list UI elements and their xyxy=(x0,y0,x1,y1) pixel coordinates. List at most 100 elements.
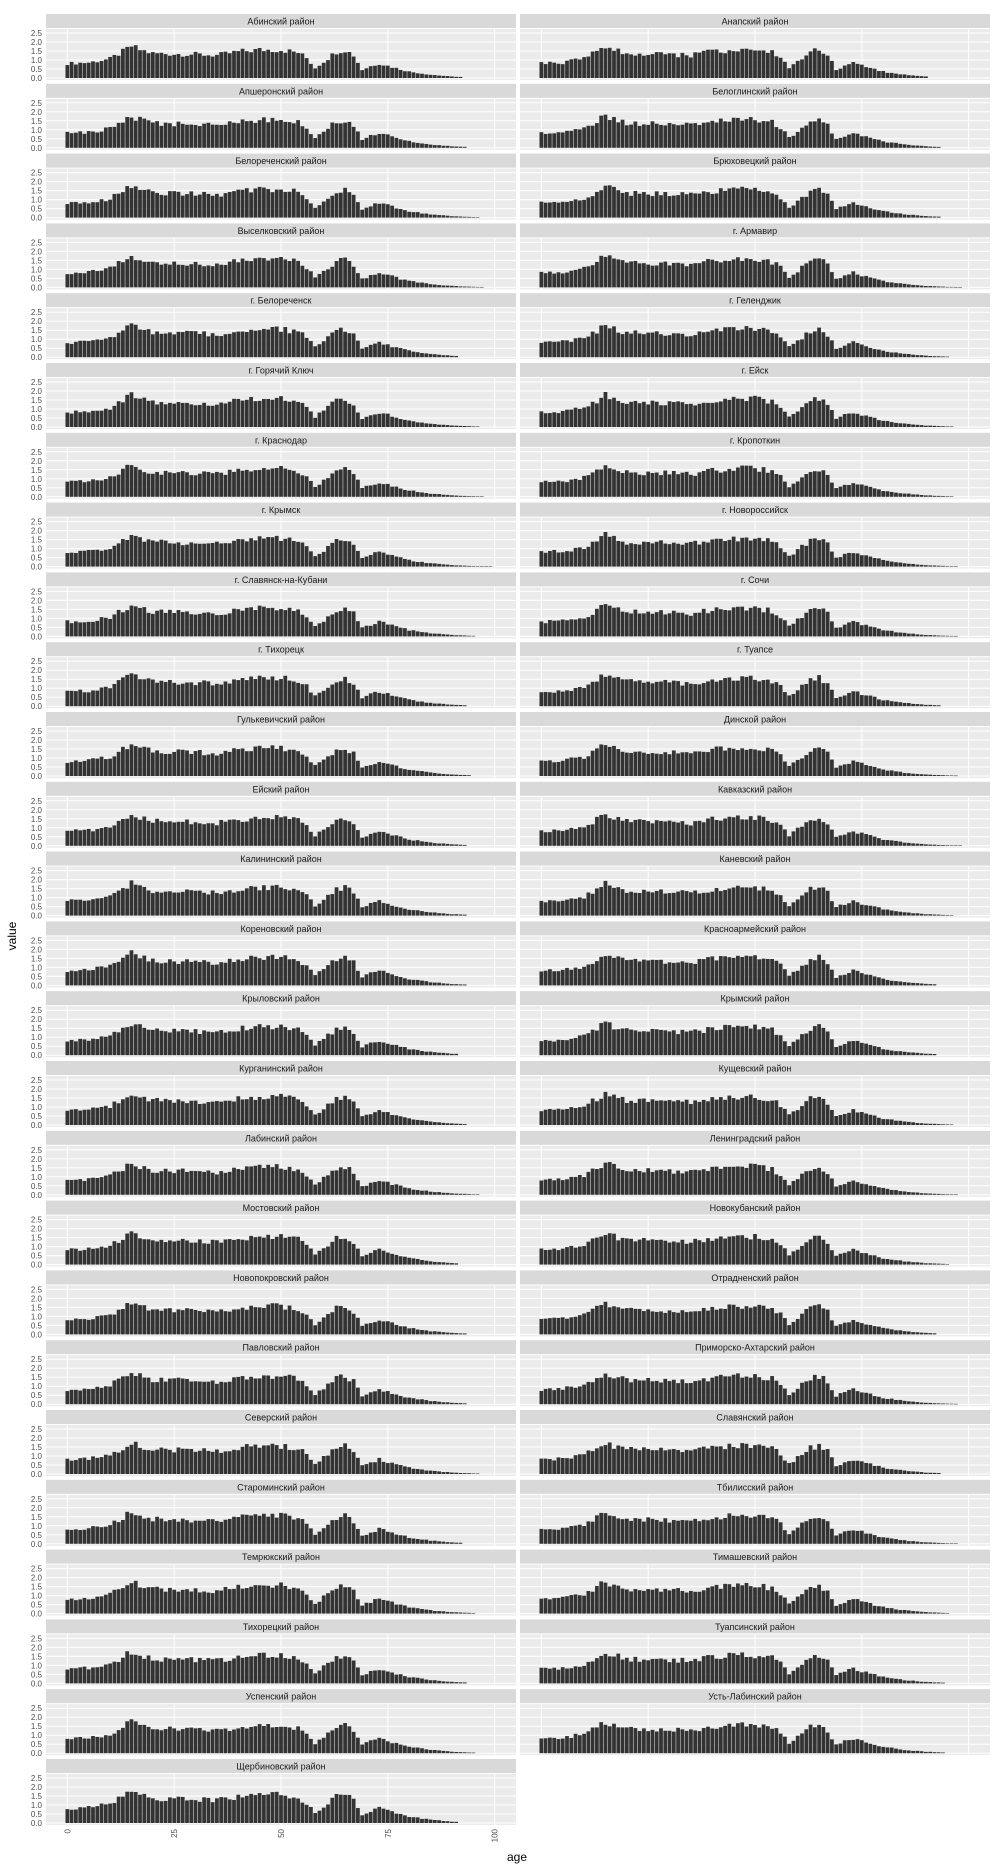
bar xyxy=(450,1123,454,1125)
bar xyxy=(215,1311,219,1335)
bar xyxy=(898,1330,903,1335)
bar xyxy=(65,830,70,846)
bar xyxy=(928,774,933,776)
bar xyxy=(847,413,851,427)
bar xyxy=(548,61,552,78)
bar xyxy=(116,1242,121,1265)
bar xyxy=(360,348,365,358)
bar xyxy=(313,695,318,707)
bar xyxy=(317,1531,322,1544)
bar xyxy=(86,131,91,148)
bar xyxy=(385,134,390,148)
bar xyxy=(898,74,903,78)
bar xyxy=(274,257,279,288)
bar xyxy=(736,1099,740,1125)
bar xyxy=(812,1449,817,1474)
bar xyxy=(313,1463,318,1474)
bar xyxy=(326,1314,330,1335)
bar xyxy=(279,1376,283,1405)
bar xyxy=(129,1513,134,1544)
bar xyxy=(834,557,839,567)
bar xyxy=(450,1193,454,1195)
bar xyxy=(543,413,548,427)
bar xyxy=(445,285,450,288)
bar xyxy=(326,616,330,637)
bar xyxy=(185,1520,189,1544)
bar xyxy=(385,1321,390,1335)
bar xyxy=(787,1325,792,1335)
bar xyxy=(830,621,834,637)
bar xyxy=(193,1242,198,1265)
bar xyxy=(129,1163,134,1195)
bar xyxy=(646,611,651,637)
bar xyxy=(321,759,326,776)
bar xyxy=(189,1170,194,1195)
bar xyxy=(689,1520,693,1544)
bar xyxy=(206,1309,211,1335)
bar xyxy=(573,199,578,218)
bar xyxy=(381,831,386,846)
bar xyxy=(244,1030,249,1056)
bar xyxy=(800,265,804,288)
y-tick-label: 1.0 xyxy=(31,824,43,833)
y-tick-label: 1.5 xyxy=(31,954,43,963)
bar xyxy=(855,761,860,776)
bar xyxy=(74,971,78,986)
bar xyxy=(155,1516,159,1544)
bar xyxy=(411,142,416,148)
bar xyxy=(206,405,211,427)
bar xyxy=(236,1450,241,1474)
bar xyxy=(215,263,219,288)
bar xyxy=(279,189,283,218)
bar xyxy=(872,1396,877,1405)
bar xyxy=(108,758,112,776)
bar xyxy=(821,822,826,846)
facet-strip xyxy=(46,1130,516,1145)
bar xyxy=(851,1460,856,1474)
bar xyxy=(321,131,326,148)
bar xyxy=(266,679,271,707)
bar xyxy=(146,189,151,218)
bar xyxy=(894,981,898,986)
bar xyxy=(676,1520,680,1544)
bar xyxy=(736,1235,740,1265)
bar xyxy=(244,1240,249,1265)
bar xyxy=(830,200,834,218)
bar xyxy=(791,1530,796,1544)
bar xyxy=(877,628,881,637)
bar xyxy=(902,1121,907,1125)
bar xyxy=(215,615,219,637)
bar xyxy=(377,1527,382,1544)
bar xyxy=(377,900,382,916)
bar xyxy=(577,200,582,218)
facet-panel: Славянский район xyxy=(520,1410,990,1476)
bar xyxy=(398,1535,403,1544)
bar xyxy=(646,960,651,986)
facet-panel: г. Новороссийск xyxy=(520,502,990,569)
bar xyxy=(462,1124,467,1125)
bar xyxy=(812,1305,817,1335)
bar xyxy=(321,1038,326,1056)
bar xyxy=(616,1168,621,1195)
bar xyxy=(590,963,595,986)
bar xyxy=(629,472,633,497)
bar xyxy=(642,959,646,986)
bar xyxy=(727,1376,732,1405)
bar xyxy=(78,761,83,776)
facet-strip-label: г. Кропоткин xyxy=(730,435,780,445)
bar xyxy=(197,1103,202,1125)
bar xyxy=(99,828,104,846)
bar xyxy=(706,402,710,427)
facet-strip xyxy=(520,1270,990,1285)
bar xyxy=(633,681,638,707)
bar xyxy=(825,404,830,427)
bar xyxy=(650,54,655,78)
bar xyxy=(616,1445,621,1474)
bar xyxy=(454,1263,459,1265)
bar xyxy=(424,1120,429,1125)
bar xyxy=(855,691,860,707)
bar xyxy=(78,1319,83,1335)
bar xyxy=(176,472,181,497)
bar xyxy=(783,1530,787,1544)
bar xyxy=(761,612,766,637)
